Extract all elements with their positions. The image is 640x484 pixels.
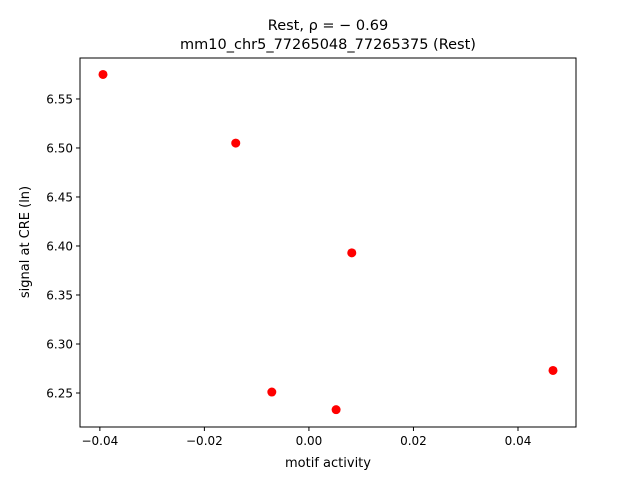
- x-axis-ticks: −0.04 −0.02 0.00 0.02 0.04: [81, 427, 531, 448]
- data-point: [347, 248, 357, 258]
- x-tick-label: −0.02: [186, 434, 223, 448]
- data-point: [548, 365, 558, 375]
- x-tick-label: −0.04: [81, 434, 118, 448]
- plot-frame: [79, 57, 577, 428]
- data-point: [98, 69, 108, 79]
- chart-title-line2: mm10_chr5_77265048_77265375 (Rest): [180, 37, 476, 53]
- x-axis-label: motif activity: [285, 456, 371, 471]
- x-tick-label: 0.02: [400, 434, 427, 448]
- y-tick-label: 6.35: [46, 288, 73, 302]
- y-tick-label: 6.40: [46, 239, 73, 253]
- y-axis-ticks: 6.25 6.30 6.35 6.40 6.45 6.50 6.55: [46, 92, 80, 400]
- x-tick-label: 0.04: [505, 434, 532, 448]
- y-tick-label: 6.30: [46, 337, 73, 351]
- y-tick-label: 6.25: [46, 386, 73, 400]
- data-point: [267, 387, 277, 397]
- chart-title-line1: Rest, ρ = − 0.69: [268, 18, 388, 34]
- y-axis-label: signal at CRE (ln): [18, 186, 33, 298]
- data-points: [98, 69, 558, 415]
- y-tick-label: 6.45: [46, 190, 73, 204]
- y-tick-label: 6.55: [46, 92, 73, 106]
- x-tick-label: 0.00: [296, 434, 323, 448]
- data-point: [231, 138, 241, 148]
- data-point: [331, 405, 341, 415]
- y-tick-label: 6.50: [46, 141, 73, 155]
